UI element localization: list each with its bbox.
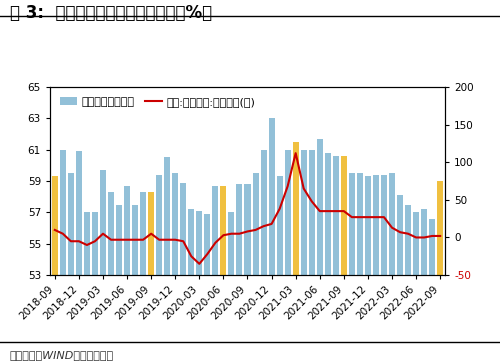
Bar <box>421 209 427 362</box>
Bar <box>68 173 74 362</box>
Bar <box>373 175 379 362</box>
Bar <box>284 150 290 362</box>
Bar <box>156 175 162 362</box>
Text: 资料来源：WIND，财信研究院: 资料来源：WIND，财信研究院 <box>10 350 114 360</box>
Bar <box>132 205 138 362</box>
Bar <box>140 192 146 362</box>
Bar <box>381 175 387 362</box>
Bar <box>252 173 258 362</box>
Bar <box>405 205 411 362</box>
Bar <box>333 156 339 362</box>
Bar <box>437 181 443 362</box>
Bar <box>76 151 82 362</box>
Bar <box>236 184 242 362</box>
Bar <box>84 212 90 362</box>
Bar <box>124 186 130 362</box>
Bar <box>341 156 347 362</box>
Bar <box>429 219 435 362</box>
Bar <box>300 150 306 362</box>
Bar <box>308 150 314 362</box>
Bar <box>188 209 194 362</box>
Bar <box>268 118 274 362</box>
Bar <box>244 184 250 362</box>
Bar <box>204 214 210 362</box>
Bar <box>116 205 122 362</box>
Bar <box>220 186 226 362</box>
Legend: 机电产品出口比重, 出口:机电产品:当月同比(右): 机电产品出口比重, 出口:机电产品:当月同比(右) <box>56 92 260 111</box>
Bar <box>316 139 323 362</box>
Bar <box>349 173 355 362</box>
Bar <box>180 182 186 362</box>
Bar <box>325 153 331 362</box>
Bar <box>108 192 114 362</box>
Bar <box>212 186 218 362</box>
Bar <box>389 173 395 362</box>
Bar <box>92 212 98 362</box>
Text: 图 3:  机电产品出口增速回升较多（%）: 图 3: 机电产品出口增速回升较多（%） <box>10 4 212 22</box>
Bar <box>164 157 170 362</box>
Bar <box>413 212 419 362</box>
Bar <box>196 211 202 362</box>
Bar <box>365 176 371 362</box>
Bar <box>397 195 403 362</box>
Bar <box>172 173 178 362</box>
Bar <box>60 150 66 362</box>
Bar <box>148 192 154 362</box>
Bar <box>292 142 298 362</box>
Bar <box>260 150 266 362</box>
Bar <box>276 176 282 362</box>
Bar <box>228 212 234 362</box>
Bar <box>100 170 106 362</box>
Bar <box>52 176 58 362</box>
Bar <box>357 173 363 362</box>
